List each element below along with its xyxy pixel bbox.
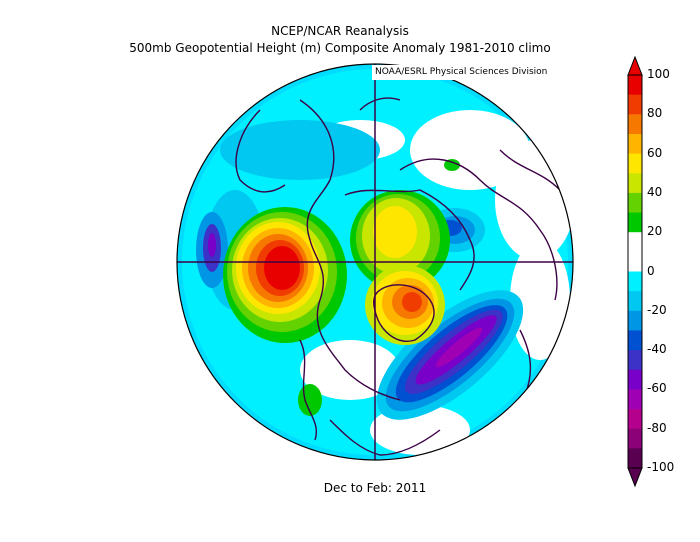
colorbar-segment	[628, 330, 642, 351]
colorbar-tick-label: -20	[647, 302, 667, 317]
colorbar-tick-label: -80	[647, 420, 667, 435]
colorbar-tick-label: 40	[647, 184, 663, 199]
colorbar-segment	[628, 94, 642, 115]
colorbar-tick-label: 20	[647, 224, 663, 239]
colorbar-tick-label: 80	[647, 106, 663, 121]
colorbar-segment	[628, 271, 642, 292]
colorbar-tick-label: -100	[647, 460, 675, 474]
colorbar-segment	[628, 173, 642, 194]
colorbar-tick-label: 60	[647, 145, 663, 160]
colorbar-segment	[628, 428, 642, 449]
colorbar-segment	[628, 389, 642, 410]
colorbar-tick-label: 100	[647, 67, 670, 81]
colorbar-segment	[628, 369, 642, 390]
colorbar-segment	[628, 232, 642, 253]
colorbar-segment	[628, 291, 642, 312]
colorbar-max-arrow	[627, 55, 643, 76]
colorbar-segment	[628, 448, 642, 469]
colorbar-segment	[628, 310, 642, 331]
credit-label: NOAA/ESRL Physical Sciences Division	[372, 65, 580, 80]
colorbar-segment	[628, 192, 642, 214]
time-period-label: Dec to Feb: 2011	[323, 481, 427, 495]
colorbar-segment	[628, 114, 642, 135]
colorbar-segment	[628, 212, 642, 233]
chart-title: NCEP/NCAR Reanalysis	[271, 24, 409, 38]
colorbar-segment	[628, 409, 642, 430]
colorbar-segment	[628, 251, 642, 272]
colorbar-tick-label: 0	[647, 263, 655, 278]
colorbar-tick-label: -40	[647, 342, 667, 357]
colorbar-tick-label: -60	[647, 381, 667, 396]
colorbar-segment	[628, 350, 642, 371]
chart-subtitle: 500mb Geopotential Height (m) Composite …	[129, 41, 551, 55]
colorbar-segment	[628, 75, 642, 96]
colorbar-segment	[628, 153, 642, 174]
colorbar-segment	[628, 133, 642, 155]
